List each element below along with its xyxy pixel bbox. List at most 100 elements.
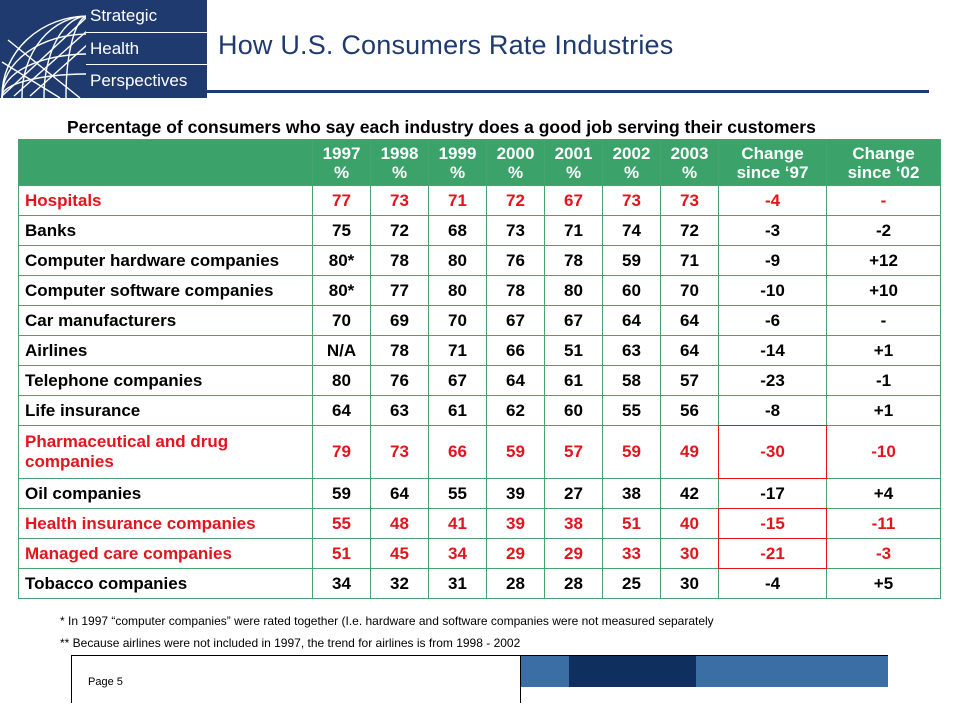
percent-cell: 78 — [370, 335, 429, 366]
table-row: Computer software companies 80* 77 80 78 80 60… — [18, 275, 941, 306]
percent-cell: 80 — [544, 275, 603, 306]
percent-cell: 30 — [660, 568, 719, 599]
logo-wordmark: Strategic Health Perspectives — [86, 0, 207, 98]
industry-label: Airlines — [18, 335, 313, 366]
column-header-line: % — [623, 162, 640, 182]
percent-cell: 73 — [486, 215, 545, 246]
slide-title: How U.S. Consumers Rate Industries — [218, 30, 674, 60]
change-since-97-cell: -4 — [718, 185, 827, 216]
percent-cell: 40 — [660, 508, 719, 539]
industry-label: Car manufacturers — [18, 305, 313, 336]
percent-cell: 64 — [660, 305, 719, 336]
percent-cell: 60 — [544, 395, 603, 426]
percent-cell: 59 — [602, 245, 661, 276]
change-since-97-cell: -17 — [718, 478, 827, 509]
table-row: Managed care companies 51 45 34 29 29 33 30 -21-… — [18, 538, 941, 570]
percent-cell: 69 — [370, 305, 429, 336]
percent-cell: 57 — [544, 425, 603, 479]
column-header: 1997% — [312, 139, 371, 186]
percent-cell: 64 — [660, 335, 719, 366]
percent-cell: 34 — [312, 568, 371, 599]
percent-cell: 29 — [544, 538, 603, 569]
change-since-02-cell: -2 — [826, 215, 941, 246]
percent-cell: 66 — [486, 335, 545, 366]
industry-label-line: Oil companies — [25, 483, 142, 503]
footer-bar-segment-2 — [569, 656, 696, 687]
change-since-02-cell: +12 — [826, 245, 941, 276]
table-header-row: 1997% 1998% 1999% 2000% 2001% 2002% 2003% Chang… — [18, 139, 941, 186]
percent-cell: 78 — [544, 245, 603, 276]
percent-cell: 64 — [312, 395, 371, 426]
percent-cell: 80* — [312, 275, 371, 306]
industry-label-line: Hospitals — [25, 190, 102, 210]
change-since-02-cell: +5 — [826, 568, 941, 599]
column-header: 1998% — [370, 139, 429, 186]
title-divider — [207, 90, 929, 93]
percent-cell: 61 — [428, 395, 487, 426]
change-since-97-cell: -15 — [718, 508, 828, 540]
industry-label-line: Computer software companies — [25, 280, 274, 300]
percent-cell: 41 — [428, 508, 487, 539]
percent-cell: 33 — [602, 538, 661, 569]
column-header: Change since ‘02 — [826, 139, 941, 186]
percent-cell: 80 — [428, 275, 487, 306]
percent-cell: N/A — [312, 335, 371, 366]
company-logo: Strategic Health Perspectives — [0, 0, 207, 98]
percent-cell: 62 — [486, 395, 545, 426]
change-since-02-cell: - — [826, 185, 941, 216]
percent-cell: 30 — [660, 538, 719, 569]
logo-line-3: Perspectives — [90, 71, 188, 90]
percent-cell: 73 — [660, 185, 719, 216]
percent-cell: 68 — [428, 215, 487, 246]
percent-cell: 67 — [428, 365, 487, 396]
table-row: Pharmaceutical and drug companies 79 73 66 59… — [18, 425, 941, 480]
percent-cell: 55 — [602, 395, 661, 426]
percent-cell: 76 — [370, 365, 429, 396]
percent-cell: 39 — [486, 508, 545, 539]
column-header: 2000% — [486, 139, 545, 186]
industry-label-line: Life insurance — [25, 400, 141, 420]
change-since-97-cell: -23 — [718, 365, 827, 396]
industry-label-line: Tobacco companies — [25, 573, 188, 593]
percent-cell: 51 — [544, 335, 603, 366]
percent-cell: 66 — [428, 425, 487, 479]
industry-label-line: Pharmaceutical and drug — [25, 432, 229, 451]
percent-cell: 49 — [660, 425, 719, 479]
percent-cell: 70 — [312, 305, 371, 336]
percent-cell: 64 — [486, 365, 545, 396]
percent-cell: 58 — [602, 365, 661, 396]
column-header-line: % — [507, 162, 524, 182]
column-header-line: 2003 — [670, 143, 709, 163]
percent-cell: 27 — [544, 478, 603, 509]
column-header-line: % — [449, 162, 466, 182]
percent-cell: 80 — [428, 245, 487, 276]
change-since-97-cell: -30 — [718, 425, 828, 480]
percent-cell: 31 — [428, 568, 487, 599]
percent-cell: 78 — [486, 275, 545, 306]
percent-cell: 57 — [660, 365, 719, 396]
column-header-line: since ‘02 — [847, 162, 920, 182]
percent-cell: 29 — [486, 538, 545, 569]
industry-label: Telephone companies — [18, 365, 313, 396]
percent-cell: 73 — [370, 185, 429, 216]
table-row: Computer hardware companies 80* 78 80 76 78 59… — [18, 245, 941, 276]
industry-label: Banks — [18, 215, 313, 246]
percent-cell: 73 — [370, 425, 429, 479]
change-since-02-cell: +10 — [826, 275, 941, 306]
industry-label-line: Banks — [25, 220, 77, 240]
industry-label-line: Computer hardware companies — [25, 250, 280, 270]
industry-label-line: Airlines — [25, 340, 88, 360]
table-row: Tobacco companies 34 32 31 28 28 25 30 -4 +5 — [18, 568, 941, 599]
column-header: 2003% — [660, 139, 719, 186]
industry-label: Tobacco companies — [18, 568, 313, 599]
change-since-02-cell: -11 — [826, 508, 941, 539]
percent-cell: 56 — [660, 395, 719, 426]
column-header-line: Change — [852, 143, 915, 163]
column-header-line: 1997 — [322, 143, 361, 163]
industry-label-line: Telephone companies — [25, 370, 203, 390]
change-since-02-cell: -3 — [826, 538, 941, 569]
industry-label-line: Car manufacturers — [25, 310, 177, 330]
percent-cell: 67 — [544, 305, 603, 336]
table-row: Oil companies 59 64 55 39 27 38 42 -17 +4 — [18, 478, 941, 509]
footer-rule — [521, 655, 888, 656]
